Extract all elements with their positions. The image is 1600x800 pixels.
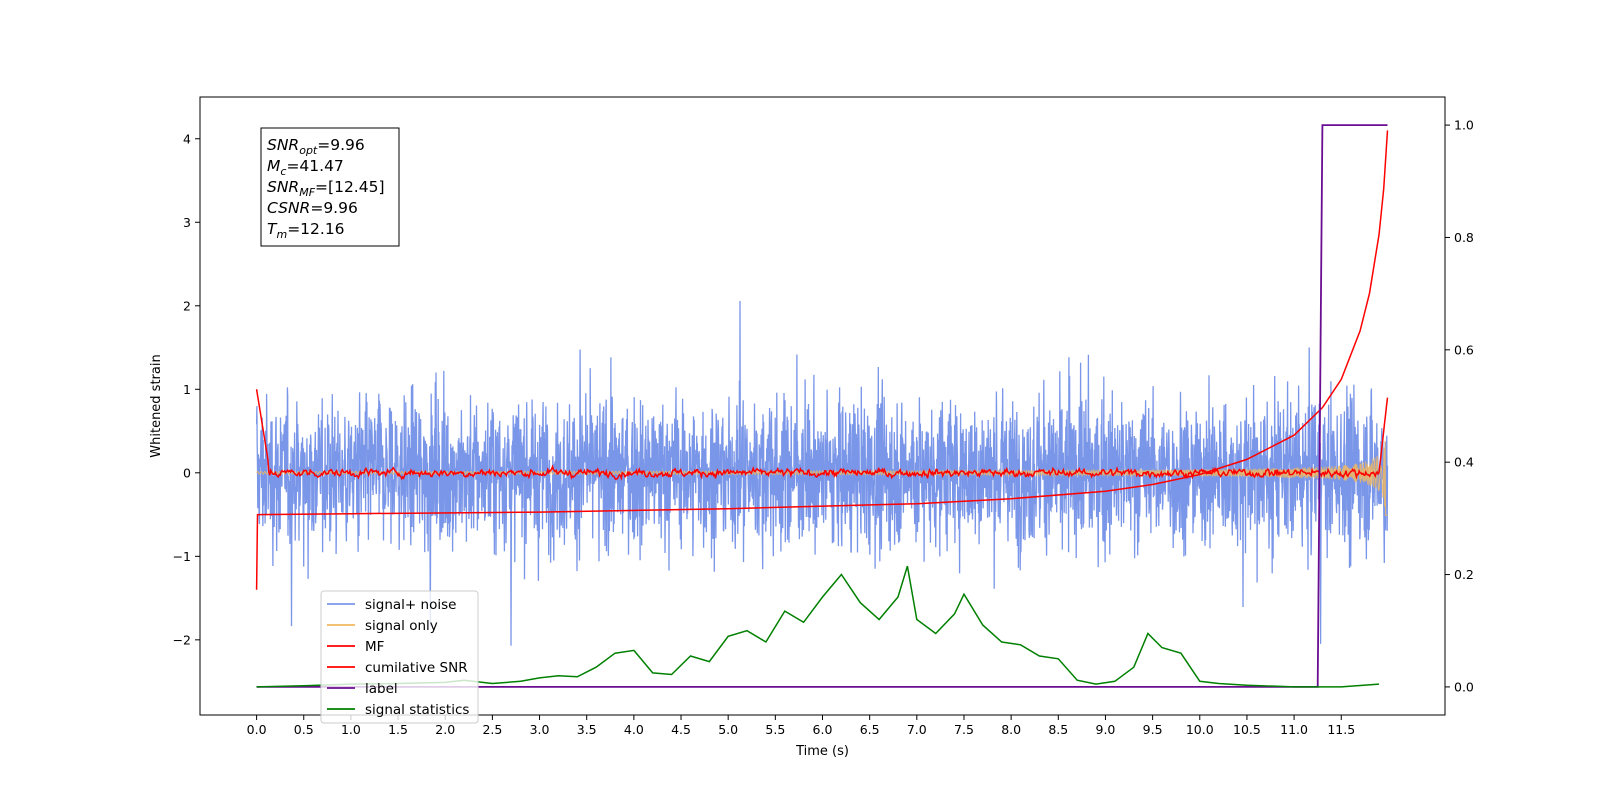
- annotation-symbol: SNR: [267, 136, 299, 154]
- annotation-value: =41.47: [286, 157, 343, 175]
- annotation-line: Mc=41.47: [267, 157, 344, 178]
- right-y-tick-label: 0.0: [1454, 679, 1474, 694]
- annotation-symbol: M: [267, 157, 280, 175]
- y-tick-label: 1: [183, 382, 191, 397]
- annotation-box: SNRopt=9.96Mc=41.47SNRMF=[12.45]CSNR=9.9…: [260, 127, 400, 247]
- right-y-tick-label: 1.0: [1454, 118, 1474, 133]
- right-y-tick-label: 0.4: [1454, 455, 1474, 470]
- annotation-subscript: c: [280, 165, 286, 178]
- annotation-symbol: SNR: [267, 178, 299, 196]
- y-tick-label: 3: [183, 215, 191, 230]
- annotation-line: Tm=12.16: [267, 220, 345, 241]
- legend-label: MF: [365, 639, 384, 655]
- y-tick-label: −2: [173, 632, 191, 647]
- x-tick-label: 8.0: [1001, 722, 1021, 737]
- x-tick-label: 10.5: [1233, 722, 1261, 737]
- y-axis: −2 −1 0 1 2 3 4: [173, 131, 200, 647]
- x-tick-label: 2.5: [482, 722, 502, 737]
- right-y-axis: 0.0 0.2 0.4 0.6 0.8 1.0: [1445, 118, 1474, 694]
- annotation-line: SNRopt=9.96: [267, 136, 365, 157]
- legend-label: signal+ noise: [365, 597, 456, 613]
- x-tick-label: 3.0: [530, 722, 550, 737]
- x-tick-label: 9.5: [1143, 722, 1163, 737]
- x-tick-label: 4.5: [671, 722, 691, 737]
- annotation-value: =9.96: [310, 199, 358, 217]
- right-y-tick-label: 0.8: [1454, 230, 1474, 245]
- x-axis-label: Time (s): [795, 744, 849, 759]
- y-tick-label: 4: [183, 131, 191, 146]
- series-label: [256, 124, 1388, 688]
- legend-label: cumilative SNR: [365, 660, 468, 676]
- annotation-symbol: T: [267, 220, 278, 238]
- x-tick-label: 1.0: [341, 722, 361, 737]
- series-cumulative-snr: [255, 130, 1389, 590]
- right-y-tick-label: 0.2: [1454, 567, 1474, 582]
- y-tick-label: 0: [183, 465, 191, 480]
- x-tick-label: 0.0: [247, 722, 267, 737]
- y-tick-label: −1: [173, 549, 191, 564]
- x-tick-label: 6.0: [813, 722, 833, 737]
- x-tick-label: 9.0: [1096, 722, 1116, 737]
- legend-label: label: [365, 681, 398, 697]
- x-tick-label: 6.5: [860, 722, 880, 737]
- x-tick-label: 5.5: [765, 722, 785, 737]
- legend-label: signal only: [365, 618, 438, 634]
- series-mf: [255, 389, 1389, 481]
- x-axis: 0.0 0.5 1.0 1.5 2.0 2.5 3.0 3.5 4.0 4.5 5.0 5.5 6.0 6…: [247, 715, 1355, 737]
- x-tick-label: 4.0: [624, 722, 644, 737]
- series-layer: [255, 124, 1389, 688]
- x-tick-label: 3.5: [577, 722, 597, 737]
- annotation-subscript: opt: [299, 144, 318, 157]
- x-tick-label: 10.0: [1186, 722, 1214, 737]
- x-tick-label: 11.0: [1280, 722, 1308, 737]
- annotation-symbol: CSNR: [267, 199, 310, 217]
- y-tick-label: 2: [183, 298, 191, 313]
- x-tick-label: 5.0: [718, 722, 738, 737]
- annotation-line: CSNR=9.96: [267, 199, 358, 217]
- annotation-value: =12.16: [287, 220, 344, 238]
- series-signal-statistics: [256, 565, 1380, 688]
- legend-frame: [320, 590, 479, 724]
- x-tick-label: 2.0: [435, 722, 455, 737]
- legend: signal+ noise signal only MF cumilative SNR…: [320, 590, 479, 724]
- x-tick-label: 8.5: [1048, 722, 1068, 737]
- right-y-tick-label: 0.6: [1454, 342, 1474, 357]
- x-tick-label: 7.5: [954, 722, 974, 737]
- x-tick-label: 7.0: [907, 722, 927, 737]
- annotation-subscript: m: [276, 228, 287, 241]
- annotation-line: SNRMF=[12.45]: [267, 178, 385, 199]
- annotation-frame: [260, 127, 400, 247]
- x-tick-label: 0.5: [294, 722, 314, 737]
- x-tick-label: 1.5: [388, 722, 408, 737]
- annotation-value: =[12.45]: [315, 178, 384, 196]
- series-signal-noise: [255, 300, 1389, 646]
- annotation-value: =9.96: [317, 136, 365, 154]
- y-axis-label: Whitened strain: [149, 354, 164, 457]
- annotation-subscript: MF: [299, 186, 315, 199]
- x-tick-label: 11.5: [1327, 722, 1355, 737]
- legend-label: signal statistics: [365, 702, 469, 718]
